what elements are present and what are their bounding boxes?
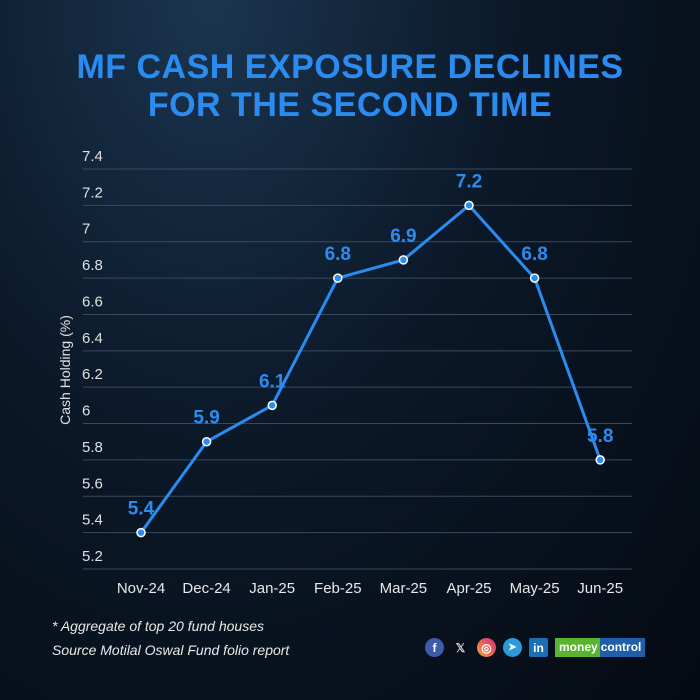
data-point bbox=[201, 436, 212, 447]
data-point bbox=[136, 527, 146, 538]
data-point bbox=[595, 455, 605, 465]
y-tick-label: 5.8 bbox=[82, 439, 103, 456]
title-line-2: FOR THE SECOND TIME bbox=[147, 86, 553, 124]
y-tick-label: 5.6 bbox=[82, 475, 103, 492]
data-label: 5.9 bbox=[193, 408, 219, 429]
logo-money: money bbox=[555, 638, 600, 657]
x-tick-label: May-25 bbox=[510, 580, 560, 597]
social-icons: f 𝕏 ◎ ➤ in money control bbox=[425, 638, 646, 657]
logo-control: control bbox=[599, 638, 646, 657]
data-label: 6.8 bbox=[521, 244, 547, 265]
x-tick-label: Nov-24 bbox=[117, 580, 165, 597]
source-note: Source Motilal Oswal Fund folio report bbox=[52, 642, 290, 658]
y-tick-label: 6 bbox=[82, 403, 90, 420]
data-point bbox=[398, 255, 409, 265]
y-tick-label: 7.4 bbox=[82, 148, 103, 165]
data-point bbox=[464, 200, 474, 211]
data-label: 5.8 bbox=[587, 426, 613, 447]
data-label: 5.4 bbox=[128, 499, 155, 520]
x-tick-label: Apr-25 bbox=[446, 580, 491, 597]
data-label: 7.2 bbox=[456, 171, 482, 192]
data-label: 6.8 bbox=[325, 244, 351, 265]
x-tick-label: Mar-25 bbox=[380, 580, 428, 597]
series-line bbox=[139, 203, 602, 534]
x-icon[interactable]: 𝕏 bbox=[455, 640, 466, 655]
moneycontrol-logo: money control bbox=[555, 638, 646, 657]
chart-title: MF CASH EXPOSURE DECLINES FOR THE SECOND… bbox=[0, 48, 700, 124]
footnote: * Aggregate of top 20 fund houses bbox=[52, 618, 264, 634]
instagram-icon[interactable]: ◎ bbox=[477, 638, 496, 657]
y-tick-label: 6.8 bbox=[82, 257, 103, 274]
x-tick-label: Jun-25 bbox=[577, 580, 623, 597]
x-tick-label: Jan-25 bbox=[249, 580, 295, 597]
data-label: 6.9 bbox=[390, 226, 416, 247]
data-point bbox=[333, 273, 343, 283]
title-line-1: MF CASH EXPOSURE DECLINES bbox=[76, 48, 624, 86]
y-tick-label: 5.4 bbox=[82, 512, 103, 529]
facebook-icon[interactable]: f bbox=[425, 638, 444, 657]
y-tick-label: 7.2 bbox=[82, 184, 103, 201]
y-tick-label: 6.4 bbox=[82, 330, 103, 347]
y-tick-label: 6.2 bbox=[82, 366, 103, 383]
telegram-icon[interactable]: ➤ bbox=[503, 638, 522, 657]
data-point bbox=[529, 273, 540, 283]
data-point bbox=[267, 400, 277, 411]
y-tick-label: 7 bbox=[82, 221, 90, 238]
data-label: 6.1 bbox=[259, 371, 286, 392]
linkedin-icon[interactable]: in bbox=[529, 638, 548, 657]
y-tick-label: 5.2 bbox=[82, 548, 103, 565]
y-axis-label: Cash Holding (%) bbox=[57, 315, 73, 425]
x-tick-label: Feb-25 bbox=[314, 580, 362, 597]
y-tick-label: 6.6 bbox=[82, 293, 103, 310]
x-tick-label: Dec-24 bbox=[182, 580, 230, 597]
